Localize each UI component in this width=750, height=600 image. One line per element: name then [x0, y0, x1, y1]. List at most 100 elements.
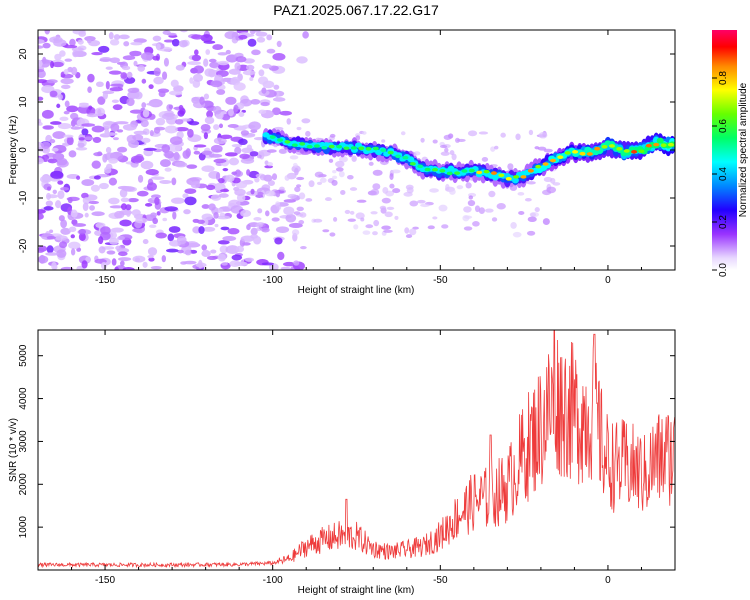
- heatmap-noise-cell: [372, 183, 381, 190]
- heatmap-ridge-peak: [306, 144, 313, 149]
- heatmap-ridge-peak: [520, 175, 527, 179]
- heatmap-noise-cell: [143, 147, 157, 152]
- heatmap-noise-cell: [122, 123, 137, 131]
- heatmap-noise-cell: [182, 150, 191, 159]
- heatmap-noise-cell: [127, 87, 140, 93]
- heatmap-ridge-peak: [505, 177, 512, 181]
- heatmap-noise-cell: [203, 93, 210, 100]
- heatmap-noise-cell: [180, 30, 188, 33]
- heatmap-noise-cell: [98, 246, 106, 254]
- heatmap-noise-cell: [329, 133, 336, 138]
- heatmap-noise-cell: [163, 39, 174, 43]
- heatmap-noise-cell: [51, 261, 57, 270]
- heatmap-noise-cell: [245, 64, 255, 71]
- heatmap-noise-cell: [49, 90, 58, 98]
- heatmap-noise-cell: [171, 197, 185, 204]
- heatmap-noise-cell: [389, 173, 394, 180]
- heatmap-noise-cell: [147, 254, 154, 259]
- heatmap-ridge-peak: [557, 155, 564, 159]
- heatmap-noise-cell: [108, 237, 119, 245]
- heatmap-noise-cell: [145, 169, 159, 176]
- heatmap-noise-cell: [110, 227, 124, 233]
- heatmap-noise-cell: [117, 257, 132, 262]
- heatmap-noise-cell: [233, 82, 246, 91]
- heatmap-noise-cell: [87, 39, 92, 44]
- heatmap-noise-cell: [81, 128, 89, 136]
- heatmap-noise-cell: [187, 61, 201, 66]
- heatmap-noise-cell: [174, 161, 188, 168]
- heatmap-noise-cell: [117, 146, 128, 153]
- heatmap-noise-cell: [113, 34, 121, 41]
- heatmap-noise-cell: [328, 158, 334, 163]
- heatmap-noise-cell: [158, 90, 166, 98]
- spectrogram-y-ticks: -20 -10 0 10 20: [18, 48, 675, 253]
- heatmap-noise-cell: [517, 191, 525, 196]
- heatmap-noise-cell: [148, 84, 154, 90]
- heatmap-noise-cell: [192, 73, 203, 82]
- heatmap-noise-cell: [81, 179, 95, 187]
- heatmap-noise-cell: [316, 181, 323, 185]
- heatmap-noise-cell: [298, 192, 306, 200]
- heatmap-noise-cell: [146, 182, 157, 191]
- heatmap-noise-cell: [253, 136, 265, 141]
- heatmap-noise-cell: [445, 183, 450, 191]
- heatmap-noise-cell: [391, 169, 401, 174]
- heatmap-noise-cell: [120, 197, 130, 203]
- heatmap-noise-cell: [384, 211, 393, 218]
- heatmap-noise-cell: [379, 205, 387, 210]
- heatmap-noise-cell: [259, 174, 267, 181]
- heatmap-noise-cell: [293, 211, 301, 215]
- heatmap-ridge-peak: [542, 162, 549, 166]
- heatmap-noise-cell: [481, 157, 489, 162]
- heatmap-noise-cell: [90, 184, 100, 192]
- snr-panel: -150 -100 -50 0 1000 2000 3000 4000 5000 Height…: [8, 329, 676, 596]
- heatmap-noise-cell: [201, 204, 210, 209]
- heatmap-noise-cell: [153, 67, 161, 77]
- heatmap-noise-cell: [484, 208, 494, 213]
- heatmap-noise-cell: [206, 110, 214, 119]
- heatmap-ridge-peak: [291, 143, 298, 147]
- heatmap-noise-cell: [296, 126, 302, 131]
- heatmap-noise-cell: [324, 197, 332, 202]
- heatmap-noise-cell: [438, 204, 448, 212]
- heatmap-noise-cell: [109, 86, 124, 92]
- heatmap-noise-cell: [360, 217, 365, 222]
- heatmap-noise-cell: [213, 137, 227, 145]
- heatmap-noise-cell: [162, 217, 168, 222]
- heatmap-ridge-peak: [299, 142, 306, 146]
- heatmap-noise-cell: [178, 104, 184, 111]
- heatmap-noise-cell: [231, 143, 243, 148]
- heatmap-noise-cell: [227, 124, 239, 128]
- heatmap-noise-cell: [133, 38, 147, 44]
- heatmap-noise-cell: [78, 228, 87, 235]
- heatmap-noise-cell: [86, 113, 99, 118]
- heatmap-noise-cell: [142, 239, 149, 245]
- heatmap-noise-cell: [51, 147, 59, 152]
- spectrogram-y-tick-label: -20: [18, 238, 29, 253]
- heatmap-noise-cell: [409, 228, 417, 236]
- heatmap-ridge-peak: [365, 146, 372, 151]
- heatmap-noise-cell: [394, 215, 399, 220]
- heatmap-noise-cell: [186, 164, 198, 169]
- heatmap-noise-cell: [416, 199, 426, 204]
- heatmap-noise-cell: [279, 110, 292, 116]
- heatmap-noise-cell: [159, 179, 172, 185]
- heatmap-noise-cell: [93, 175, 101, 180]
- heatmap-noise-cell: [56, 249, 67, 258]
- heatmap-noise-cell: [70, 209, 78, 218]
- heatmap-ridge-peak: [277, 138, 284, 142]
- heatmap-noise-cell: [267, 161, 274, 167]
- heatmap-noise-cell: [76, 175, 81, 180]
- heatmap-noise-cell: [78, 137, 85, 141]
- heatmap-ridge-peak: [313, 144, 320, 148]
- heatmap-noise-cell: [543, 176, 553, 183]
- heatmap-noise-cell: [208, 203, 216, 211]
- spectrogram-x-axis-title: Height of straight line (km): [298, 285, 415, 296]
- heatmap-noise-cell: [441, 224, 449, 229]
- heatmap-noise-cell: [94, 107, 106, 117]
- heatmap-noise-cell: [331, 179, 338, 186]
- heatmap-noise-cell: [349, 187, 358, 191]
- heatmap-noise-cell: [220, 188, 230, 193]
- heatmap-noise-cell: [120, 260, 125, 267]
- heatmap-noise-cell: [276, 204, 282, 210]
